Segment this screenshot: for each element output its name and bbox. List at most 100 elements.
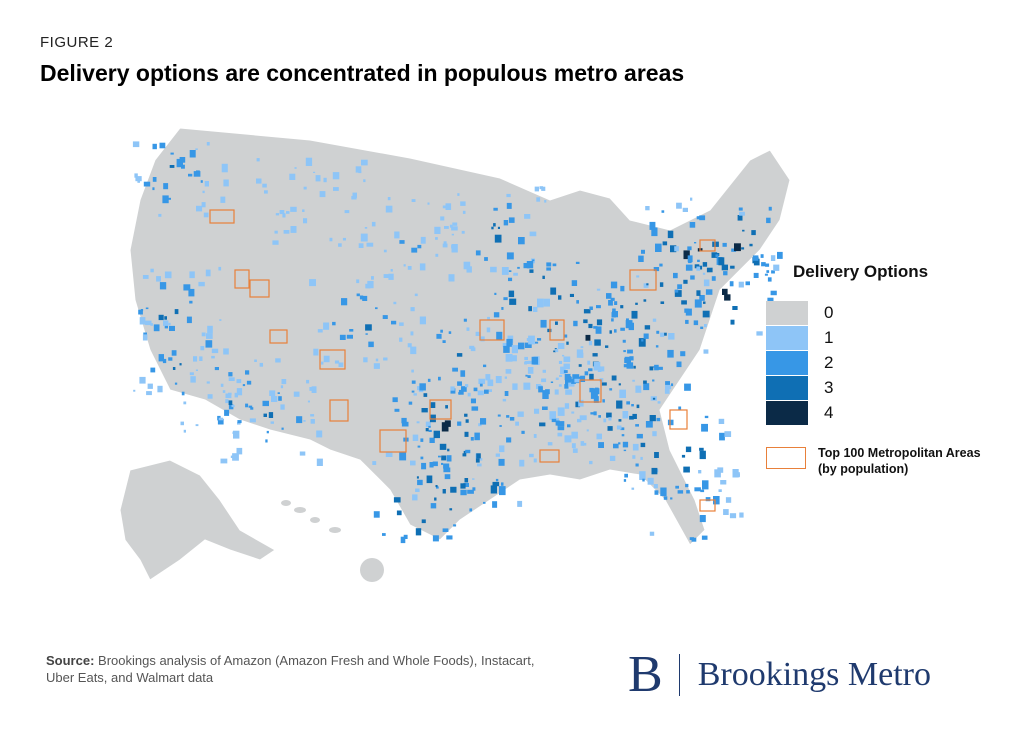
delivery-area-patch — [508, 217, 515, 223]
delivery-area-patch — [602, 399, 605, 403]
delivery-area-patch — [664, 389, 670, 394]
delivery-area-patch — [682, 207, 688, 212]
delivery-area-patch — [453, 524, 457, 527]
delivery-area-patch — [492, 501, 498, 508]
delivery-area-patch — [677, 490, 684, 494]
delivery-area-patch — [452, 222, 458, 226]
delivery-area-patch — [145, 307, 149, 310]
metro-area-outline — [699, 239, 716, 252]
delivery-area-patch — [206, 142, 210, 146]
delivery-area-patch — [220, 196, 226, 203]
delivery-area-patch — [417, 386, 421, 391]
delivery-area-patch — [610, 281, 618, 289]
delivery-area-patch — [249, 418, 256, 423]
delivery-area-patch — [528, 306, 532, 312]
delivery-area-patch — [563, 356, 571, 363]
legend-swatch-2 — [766, 350, 808, 375]
delivery-area-patch — [283, 230, 290, 234]
delivery-area-patch — [493, 223, 496, 227]
delivery-area-patch — [631, 487, 635, 490]
delivery-area-patch — [550, 287, 557, 295]
delivery-area-patch — [339, 334, 346, 340]
delivery-area-patch — [625, 320, 633, 329]
delivery-area-patch — [699, 215, 706, 221]
delivery-area-patch — [564, 384, 569, 389]
delivery-area-patch — [622, 441, 629, 448]
delivery-area-patch — [280, 385, 284, 389]
delivery-area-patch — [651, 467, 658, 475]
delivery-area-patch — [524, 342, 532, 348]
delivery-area-patch — [417, 244, 422, 249]
delivery-area-patch — [589, 460, 593, 465]
delivery-area-patch — [355, 166, 362, 173]
delivery-area-patch — [415, 488, 420, 492]
delivery-area-patch — [219, 319, 222, 321]
delivery-area-patch — [172, 367, 176, 370]
delivery-area-patch — [170, 152, 174, 155]
delivery-area-patch — [442, 243, 448, 248]
delivery-area-patch — [211, 355, 215, 359]
delivery-area-patch — [189, 271, 195, 279]
delivery-area-patch — [475, 250, 481, 256]
delivery-area-patch — [234, 392, 238, 398]
delivery-area-patch — [537, 298, 544, 308]
delivery-area-patch — [761, 262, 766, 267]
delivery-area-patch — [616, 425, 622, 430]
delivery-area-patch — [644, 325, 651, 330]
delivery-area-patch — [601, 382, 607, 386]
delivery-area-patch — [316, 430, 323, 438]
delivery-area-patch — [687, 246, 692, 251]
delivery-area-patch — [632, 413, 637, 419]
delivery-area-patch — [718, 418, 725, 424]
metro-area-outline — [269, 329, 288, 344]
delivery-area-patch — [199, 356, 203, 361]
delivery-area-patch — [753, 272, 759, 278]
delivery-area-patch — [686, 490, 690, 494]
legend-swatch-4 — [766, 400, 808, 425]
delivery-area-patch — [358, 243, 364, 248]
delivery-area-patch — [242, 384, 246, 387]
delivery-area-patch — [531, 356, 538, 365]
delivery-area-patch — [188, 288, 195, 297]
delivery-area-patch — [205, 269, 211, 277]
delivery-area-patch — [432, 461, 438, 467]
delivery-area-patch — [729, 513, 737, 519]
delivery-area-patch — [472, 478, 475, 480]
delivery-area-patch — [472, 487, 476, 491]
delivery-area-patch — [711, 252, 718, 258]
delivery-area-patch — [558, 360, 563, 364]
delivery-area-patch — [181, 391, 185, 396]
delivery-area-patch — [654, 364, 659, 371]
delivery-area-patch — [664, 332, 667, 336]
figure-label: FIGURE 2 — [40, 34, 114, 51]
delivery-area-patch — [313, 171, 316, 173]
delivery-area-patch — [719, 432, 725, 441]
delivery-area-patch — [223, 348, 229, 355]
delivery-area-patch — [435, 485, 438, 488]
delivery-area-patch — [490, 485, 497, 494]
delivery-area-patch — [183, 429, 186, 433]
delivery-area-patch — [346, 334, 353, 339]
delivery-area-patch — [596, 288, 601, 291]
delivery-area-patch — [399, 322, 404, 326]
delivery-area-patch — [720, 480, 727, 485]
delivery-area-patch — [487, 316, 490, 320]
delivery-area-patch — [685, 264, 693, 271]
delivery-area-patch — [670, 497, 673, 500]
delivery-area-patch — [667, 419, 674, 426]
delivery-area-patch — [471, 406, 479, 411]
delivery-area-patch — [367, 280, 374, 289]
delivery-area-patch — [771, 270, 775, 274]
delivery-area-patch — [399, 452, 407, 461]
delivery-area-patch — [737, 215, 743, 221]
delivery-area-patch — [684, 383, 691, 391]
delivery-area-patch — [407, 343, 412, 348]
delivery-area-patch — [496, 331, 503, 340]
delivery-area-patch — [497, 226, 500, 229]
delivery-area-patch — [505, 354, 513, 362]
delivery-area-patch — [518, 342, 525, 350]
delivery-area-patch — [444, 226, 449, 229]
delivery-area-patch — [588, 368, 593, 372]
delivery-area-patch — [541, 186, 546, 191]
delivery-area-patch — [372, 461, 377, 465]
